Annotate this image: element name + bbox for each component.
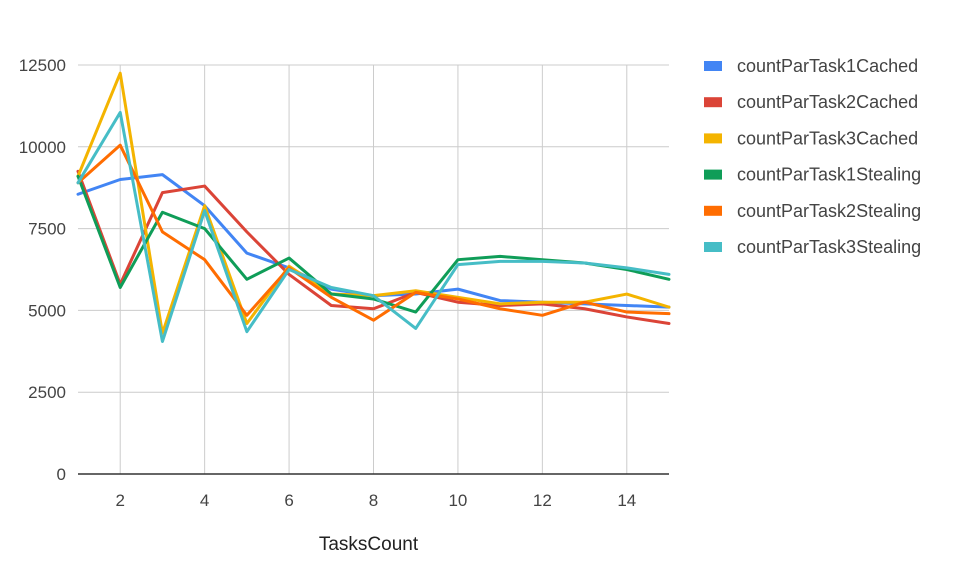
legend-label: countParTask2Stealing (737, 201, 921, 221)
x-tick-label: 8 (369, 491, 378, 510)
x-tick-label: 6 (284, 491, 293, 510)
y-axis-ticks: 0 2500 5000 7500 10000 12500 (19, 56, 66, 484)
y-tick-label: 10000 (19, 138, 66, 157)
grid (78, 64, 669, 474)
y-tick-label: 0 (57, 465, 66, 484)
legend-label: countParTask3Stealing (737, 237, 921, 257)
series-line-countParTask3Stealing (76, 110, 671, 343)
legend-label: countParTask3Cached (737, 128, 918, 148)
series-line-countParTask2Stealing (76, 143, 671, 322)
legend-label: countParTask1Cached (737, 56, 918, 76)
series-lines (76, 71, 671, 343)
y-tick-label: 7500 (28, 220, 66, 239)
x-axis-ticks: 2 4 6 8 10 12 14 (115, 491, 636, 510)
y-tick-label: 2500 (28, 383, 66, 402)
x-tick-label: 12 (533, 491, 552, 510)
legend-swatch (704, 133, 722, 144)
legend: countParTask1Cached countParTask2Cached co… (704, 56, 921, 257)
x-tick-label: 14 (617, 491, 636, 510)
x-tick-label: 2 (115, 491, 124, 510)
y-tick-label: 5000 (28, 301, 66, 320)
y-tick-label: 12500 (19, 56, 66, 75)
legend-swatch (704, 169, 722, 180)
legend-swatch (704, 97, 722, 108)
legend-swatch (704, 242, 722, 252)
x-axis-title: TasksCount (319, 534, 419, 555)
legend-swatch (704, 61, 722, 71)
x-tick-label: 4 (200, 491, 209, 510)
x-tick-label: 10 (448, 491, 467, 510)
legend-label: countParTask2Cached (737, 92, 918, 112)
legend-swatch (704, 205, 722, 216)
legend-label: countParTask1Stealing (737, 165, 921, 185)
